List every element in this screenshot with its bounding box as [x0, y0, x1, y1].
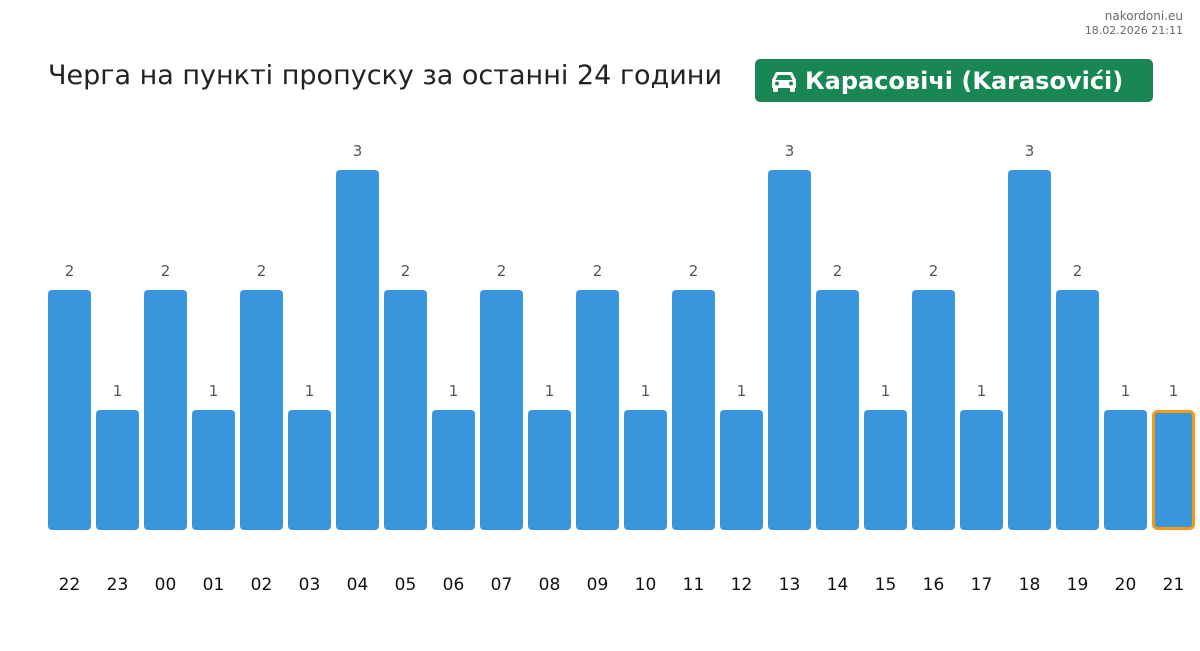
bar-value-label: 2 — [593, 262, 603, 280]
checkpoint-name: Карасовічі (Karasovići) — [805, 66, 1124, 95]
bar-value-label: 2 — [689, 262, 699, 280]
bar-value-label: 1 — [113, 382, 123, 400]
bar[interactable] — [1056, 290, 1099, 530]
timestamp: 18.02.2026 21:11 — [1084, 24, 1183, 37]
x-tick-label: 05 — [395, 575, 417, 595]
x-tick-label: 15 — [875, 575, 897, 595]
bar[interactable] — [96, 410, 139, 530]
bar-value-label: 1 — [305, 382, 315, 400]
car-icon — [772, 71, 796, 92]
bar-value-label: 2 — [161, 262, 171, 280]
bar-value-label: 1 — [545, 382, 555, 400]
bar-value-label: 1 — [449, 382, 459, 400]
x-tick-label: 07 — [491, 575, 513, 595]
x-tick-label: 14 — [827, 575, 849, 595]
bar[interactable] — [864, 410, 907, 530]
bar[interactable] — [432, 410, 475, 530]
bar-value-label: 2 — [929, 262, 939, 280]
bar[interactable] — [1104, 410, 1147, 530]
bar-value-label: 2 — [65, 262, 75, 280]
x-tick-label: 01 — [203, 575, 225, 595]
page-title: Черга на пункті пропуску за останні 24 г… — [48, 60, 722, 91]
bar[interactable] — [288, 410, 331, 530]
bar-value-label: 2 — [1073, 262, 1083, 280]
bar-value-label: 1 — [1121, 382, 1131, 400]
bar[interactable] — [768, 170, 811, 530]
site-info: nakordoni.eu 18.02.2026 21:11 — [1085, 9, 1183, 38]
bar[interactable] — [960, 410, 1003, 530]
site-name: nakordoni.eu — [1104, 9, 1183, 23]
bar-value-label: 1 — [881, 382, 891, 400]
x-tick-label: 00 — [155, 575, 177, 595]
x-tick-label: 13 — [779, 575, 801, 595]
x-tick-label: 20 — [1115, 575, 1137, 595]
bar[interactable] — [912, 290, 955, 530]
bar[interactable] — [672, 290, 715, 530]
x-tick-label: 03 — [299, 575, 321, 595]
bar-value-label: 1 — [641, 382, 651, 400]
bar[interactable] — [528, 410, 571, 530]
bar[interactable] — [144, 290, 187, 530]
bar[interactable] — [624, 410, 667, 530]
x-tick-label: 11 — [683, 575, 705, 595]
x-tick-label: 21 — [1163, 575, 1185, 595]
bar[interactable] — [816, 290, 859, 530]
bar-value-label: 1 — [209, 382, 219, 400]
bar[interactable] — [720, 410, 763, 530]
bar-value-label: 1 — [737, 382, 747, 400]
x-tick-label: 10 — [635, 575, 657, 595]
x-tick-label: 16 — [923, 575, 945, 595]
bar-current-hour[interactable] — [1152, 410, 1195, 530]
bar-value-label: 2 — [833, 262, 843, 280]
bar-value-label: 1 — [977, 382, 987, 400]
x-tick-label: 22 — [59, 575, 81, 595]
bar-value-label: 2 — [401, 262, 411, 280]
bar-value-label: 2 — [257, 262, 267, 280]
x-tick-label: 18 — [1019, 575, 1041, 595]
x-tick-label: 04 — [347, 575, 369, 595]
x-tick-label: 06 — [443, 575, 465, 595]
x-tick-label: 09 — [587, 575, 609, 595]
bar[interactable] — [480, 290, 523, 530]
bar-value-label: 1 — [1169, 382, 1179, 400]
bar-value-label: 2 — [497, 262, 507, 280]
x-tick-label: 12 — [731, 575, 753, 595]
x-tick-label: 08 — [539, 575, 561, 595]
bar[interactable] — [48, 290, 91, 530]
x-tick-label: 17 — [971, 575, 993, 595]
bar[interactable] — [384, 290, 427, 530]
bar[interactable] — [576, 290, 619, 530]
x-tick-label: 19 — [1067, 575, 1089, 595]
bar[interactable] — [192, 410, 235, 530]
bar-value-label: 3 — [1025, 142, 1035, 160]
x-tick-label: 23 — [107, 575, 129, 595]
bar-value-label: 3 — [353, 142, 363, 160]
bar[interactable] — [336, 170, 379, 530]
bar[interactable] — [240, 290, 283, 530]
checkpoint-badge[interactable]: Карасовічі (Karasovići) — [755, 59, 1153, 102]
bar[interactable] — [1008, 170, 1051, 530]
x-tick-label: 02 — [251, 575, 273, 595]
bar-value-label: 3 — [785, 142, 795, 160]
